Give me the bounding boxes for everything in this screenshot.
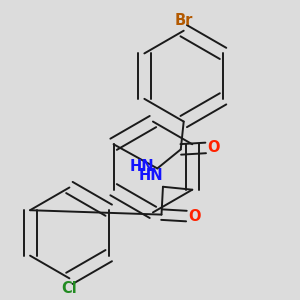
Text: HN: HN xyxy=(129,160,154,175)
Text: O: O xyxy=(188,208,200,224)
Text: O: O xyxy=(207,140,220,155)
Text: Cl: Cl xyxy=(61,281,77,296)
Text: HN: HN xyxy=(139,168,164,183)
Text: Br: Br xyxy=(175,14,193,28)
